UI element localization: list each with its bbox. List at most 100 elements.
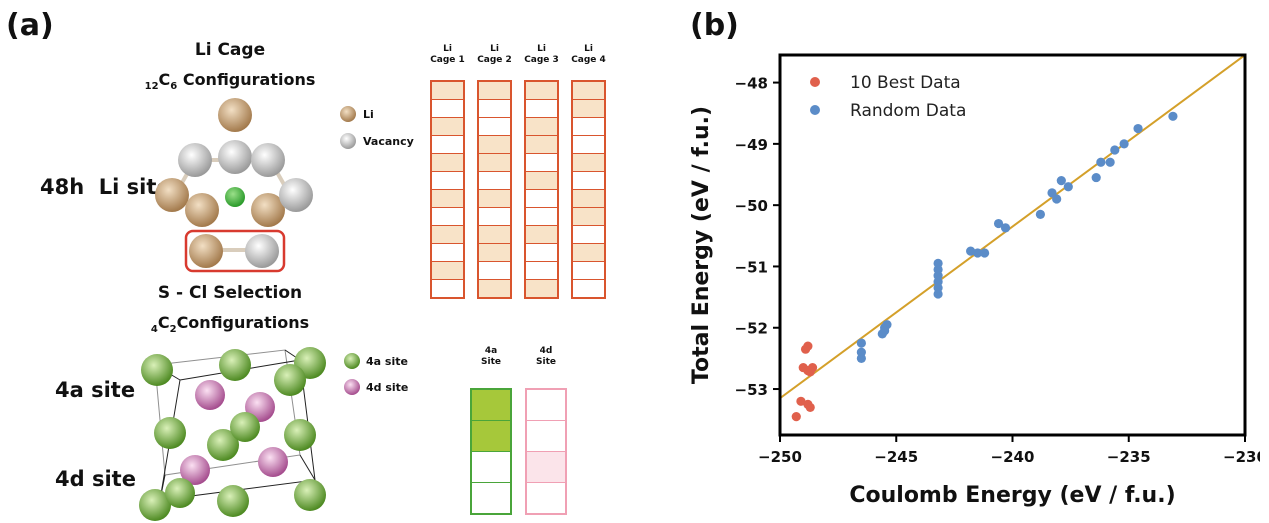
li-cage-illustration [155,98,313,273]
cage-cell [526,153,557,171]
4a-atom [230,412,260,442]
cage-configuration-columns: Li Cage 1 Li Cage 2 Li Cage 3 Li Cage 4 [430,44,610,306]
vacancy-atom [245,234,279,268]
cage-cell [573,279,604,297]
best-data-point [791,412,801,422]
li-atom [189,234,223,268]
cage-cell [432,189,463,207]
cage-header-line2: Cage 1 [430,55,465,65]
li-atom [155,178,189,212]
random-data-point [1052,194,1062,204]
cage-cell [479,153,510,171]
vacancy-legend-label: Vacancy [363,135,414,148]
combination-text: Configurations [176,313,310,332]
vacancy-atom [218,140,252,174]
site-cell [527,482,565,513]
crystal-illustration [139,347,326,521]
cage-cell [479,207,510,225]
4a-atom [274,364,306,396]
random-data-point [980,248,990,258]
site-header-line2: Site [481,357,501,367]
cage-cell [526,171,557,189]
legend-marker [810,77,820,87]
4a-atom [139,489,171,521]
cage-header-line2: Cage 2 [477,55,512,65]
li-atom [251,193,285,227]
4a-atom [294,479,326,511]
cage-cell [479,189,510,207]
cage-column-1 [430,80,465,299]
combination-k: 2 [169,324,177,336]
cage-cell [432,171,463,189]
cage-cell [526,243,557,261]
cage-cell [573,225,604,243]
cage-header-line2: Cage 4 [571,55,606,65]
4a-atom [141,354,173,386]
random-data-point [1119,139,1129,149]
x-tick-label: −245 [874,448,918,466]
4d-legend-icon [344,379,360,395]
cage-cell [432,207,463,225]
vacancy-legend-icon [340,133,356,149]
cage-cell [526,99,557,117]
y-axis-label: Total Energy (eV / f.u.) [689,106,714,384]
random-data-point [1056,176,1066,186]
combination-k: 6 [170,81,178,93]
site-header-line1: 4a [484,346,498,356]
cage-cell [526,207,557,225]
cage-cell [573,207,604,225]
cage-cell [479,225,510,243]
y-tick-label: −52 [735,320,768,338]
li-cage-title: Li Cage [194,40,266,60]
4a-atom [165,478,195,508]
cage-cell [526,189,557,207]
y-tick-label: −53 [735,381,768,399]
site-cell [527,420,565,451]
cl-center-atom [225,187,245,207]
site-header-line1: 4d [539,346,553,356]
site-4d-label: 4d site [55,467,136,491]
random-data-point [993,218,1004,229]
vacancy-atom [279,178,313,212]
cage-header-line1: Li [584,44,593,54]
y-tick-label: −50 [735,197,768,215]
4a-atom [284,419,316,451]
li-atom [185,193,219,227]
4a-legend-icon [344,353,360,369]
panel-b-label: (b) [690,8,739,43]
li-legend-label: Li [363,108,374,121]
site-cell [472,482,510,513]
random-data-point [1096,157,1106,167]
random-data-point [1133,123,1143,134]
random-data-point [1110,145,1120,155]
cage-cell [432,225,463,243]
cage-cell [479,243,510,261]
cage-cell [432,82,463,99]
cage-header-1: Li Cage 1 [430,44,465,66]
random-data-point [1168,111,1178,121]
combination-n: 4 [150,324,158,336]
cage-header-line1: Li [443,44,452,54]
cage-column-2 [477,80,512,299]
scl-subtitle: 4C2Configurations [130,313,330,335]
4a-atom [219,349,251,381]
site-cell [472,451,510,482]
cage-cell [526,82,557,99]
legend-label: Random Data [850,101,966,121]
cage-cell [573,82,604,99]
cage-cell [526,279,557,297]
cage-cell [479,171,510,189]
cage-cell [573,261,604,279]
cage-cell [432,243,463,261]
site-column-1 [470,388,512,515]
4a-atom [217,485,249,517]
4d-atom [195,380,225,410]
li-legend-markers [340,106,356,149]
cage-column-3 [524,80,559,299]
cage-cell [479,117,510,135]
li-cage-subtitle: 12C6 Configurations [120,70,340,92]
site-header-2: 4d Site [525,346,567,368]
cage-column-4 [571,80,606,299]
4a-legend-label: 4a site [366,355,408,368]
cage-cell [573,117,604,135]
